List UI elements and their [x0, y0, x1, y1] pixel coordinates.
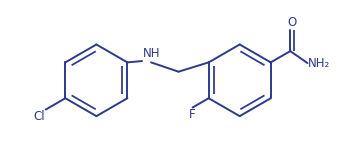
Text: O: O	[287, 16, 296, 28]
Text: NH₂: NH₂	[308, 57, 330, 70]
Text: NH: NH	[143, 47, 160, 60]
Text: Cl: Cl	[33, 110, 44, 123]
Text: F: F	[189, 108, 196, 121]
